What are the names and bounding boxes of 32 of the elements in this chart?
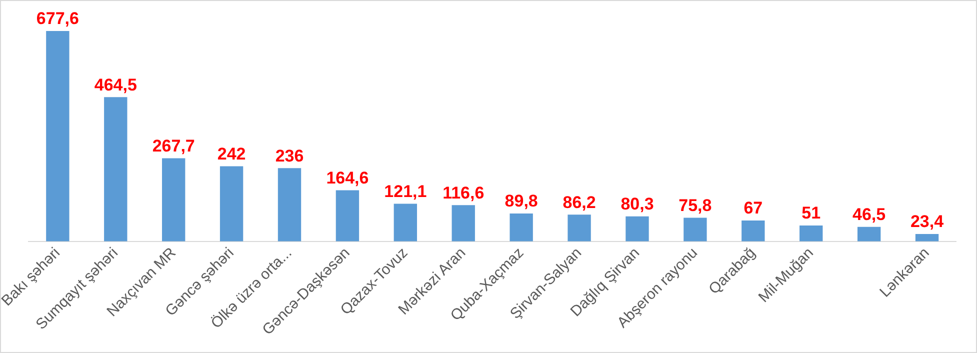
- data-label: 51: [802, 204, 821, 223]
- bar: [626, 216, 649, 242]
- data-label: 86,2: [562, 192, 596, 212]
- data-label: 23,4: [910, 212, 944, 232]
- bar: [510, 213, 533, 242]
- bar: [800, 225, 823, 242]
- bar: [742, 220, 765, 242]
- data-label: 75,8: [678, 196, 712, 215]
- bar: [684, 218, 707, 242]
- bar: [452, 205, 475, 242]
- data-label: 242: [217, 144, 246, 164]
- data-label: 677,6: [36, 9, 79, 28]
- bar: [915, 234, 939, 242]
- bar: [394, 204, 418, 242]
- bar: [857, 226, 881, 242]
- bar: [46, 31, 70, 242]
- data-label: 80,3: [620, 194, 654, 214]
- data-label: 116,6: [442, 183, 484, 202]
- bar: [278, 168, 302, 242]
- data-label: 236: [275, 146, 304, 166]
- data-label: 89,8: [504, 192, 538, 211]
- data-label: 67: [744, 198, 763, 218]
- data-label: 164,6: [326, 168, 369, 188]
- data-label: 464,5: [94, 75, 137, 94]
- data-label: 267,7: [152, 136, 195, 156]
- data-label: 121,1: [384, 182, 427, 201]
- bar: [162, 158, 186, 242]
- bar: [336, 190, 360, 242]
- bar: [568, 214, 591, 242]
- bar: [220, 166, 244, 242]
- data-label: 46,5: [852, 205, 886, 224]
- bar: [104, 97, 128, 242]
